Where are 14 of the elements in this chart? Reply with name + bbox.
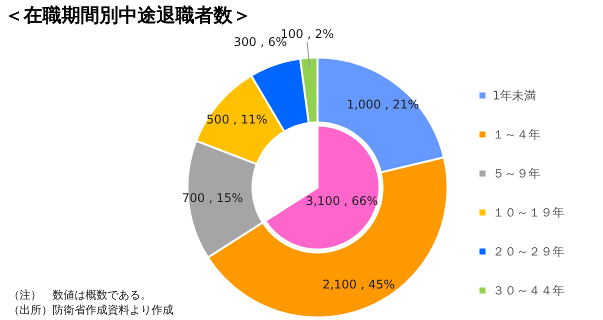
chart-title: ＜在職期間別中途退職者数＞ [4,4,252,26]
data-label: 500 , 11% [206,112,268,126]
text: （出所）防衛省作成資料より作成 [8,304,174,316]
legend-label: 1年未満 [492,88,536,102]
legend-label: １０～１９年 [492,206,564,220]
legend-label: ５～９年 [492,166,540,180]
legend-label: １～４年 [492,128,540,142]
data-label: 1,000 , 21% [346,98,420,112]
text: （注） 数値は概数である。 [8,288,152,302]
legend-label: ２０～２９年 [492,244,564,258]
data-label: 300 , 6% [234,35,287,50]
data-label: 2,100 , 45% [322,278,395,292]
legend-label: ３０～４４年 [492,284,564,298]
data-label: 3,100 , 66% [306,194,378,208]
